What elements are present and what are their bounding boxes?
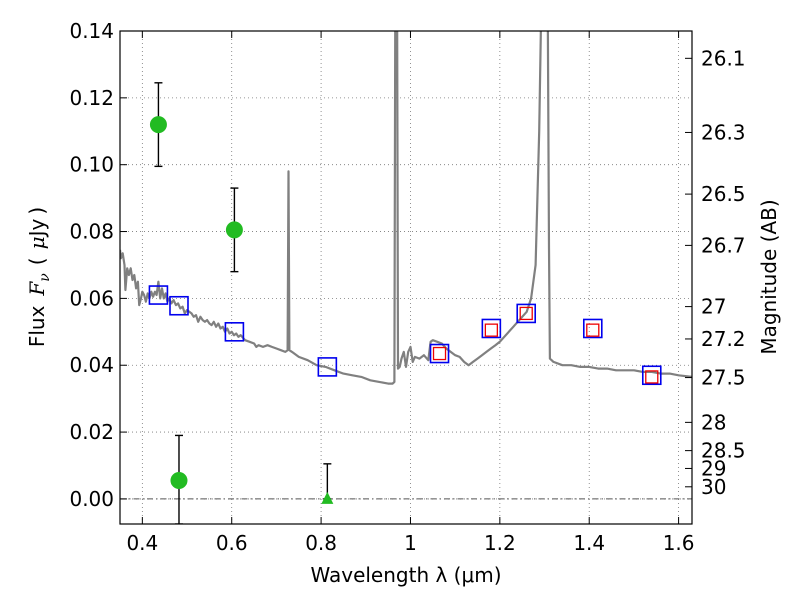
model-photometry-square	[582, 318, 603, 339]
magnitude-tick-label: 26.7	[701, 233, 746, 257]
model-photometry-square	[317, 357, 338, 377]
observed-red-square	[484, 323, 499, 337]
y-tick-label: 0.10	[69, 153, 114, 177]
y-tick-label: 0.08	[69, 220, 114, 244]
plot-layer	[120, 31, 692, 524]
observed-red-square	[645, 370, 659, 384]
y-axis-label-subscript: ν	[37, 273, 53, 282]
observed-red-square	[519, 306, 533, 321]
y-tick-label: 0.00	[69, 487, 114, 511]
y-tick-label: 0.06	[69, 286, 114, 310]
y-tick-label: 0.04	[69, 353, 114, 377]
spectrum-line	[120, 31, 692, 385]
observed-red-square	[432, 346, 447, 361]
x-tick-label: 0.8	[305, 531, 337, 555]
axis-ticks	[120, 30, 692, 524]
magnitude-tick-label: 30	[701, 475, 726, 499]
y-axis-label-close-paren: )	[25, 207, 49, 215]
x-tick-label: 0.6	[216, 531, 248, 555]
y-axis-label-unit-prefix: μ	[25, 236, 49, 249]
magnitude-tick-label: 27	[701, 295, 726, 319]
x-tick-label: 1.2	[484, 531, 516, 555]
y-tick-label: 0.02	[69, 420, 114, 444]
magnitude-tick-label: 26.3	[701, 120, 746, 144]
y-axis-label: Flux Fν ( μJy)	[25, 207, 53, 347]
model-photometry-square	[148, 285, 169, 305]
detection-point	[225, 221, 243, 239]
model-photometry-square	[224, 322, 245, 342]
y-tick-label: 0.14	[69, 19, 114, 43]
secondary-y-axis-label: Magnitude (AB)	[757, 199, 781, 354]
magnitude-tick-label: 26.5	[701, 182, 746, 206]
y-axis-label-lead: Flux	[25, 305, 49, 347]
x-tick-label: 1.6	[663, 531, 695, 555]
x-tick-label: 1.4	[573, 531, 605, 555]
y-axis-label-unit: Jy	[25, 218, 49, 238]
axis-tick-labels: 0.4 0.6 0.8 1 1.2 1.4 1.6 0.00 0.02 0.04 0.06 0.08 0…	[69, 19, 745, 555]
non-detection-triangle	[321, 491, 334, 504]
magnitude-tick-label: 28.5	[701, 439, 746, 463]
plot-area	[120, 31, 692, 524]
detection-point	[149, 116, 167, 134]
magnitude-tick-label: 27.5	[701, 366, 746, 390]
magnitude-tick-label: 29	[701, 456, 726, 480]
observed-red-square	[586, 323, 600, 337]
detection-point	[170, 472, 188, 490]
model-photometry-square	[169, 295, 189, 316]
y-axis-label-symbol: F	[25, 281, 49, 297]
y-tick-label: 0.12	[69, 86, 114, 110]
magnitude-tick-label: 26.1	[701, 46, 746, 70]
x-axis-label: Wavelength λ (μm)	[310, 563, 501, 587]
model-photometry-square	[429, 343, 450, 364]
plot-frame	[119, 30, 693, 525]
y-axis-label-open-paren: (	[25, 257, 49, 265]
magnitude-tick-label: 27.2	[701, 327, 746, 351]
model-photometry-square	[641, 365, 662, 386]
x-tick-label: 1	[404, 531, 417, 555]
model-photometry-square	[481, 318, 502, 339]
x-tick-label: 0.4	[126, 531, 158, 555]
magnitude-tick-label: 28	[701, 410, 726, 434]
model-photometry-square	[516, 303, 537, 324]
